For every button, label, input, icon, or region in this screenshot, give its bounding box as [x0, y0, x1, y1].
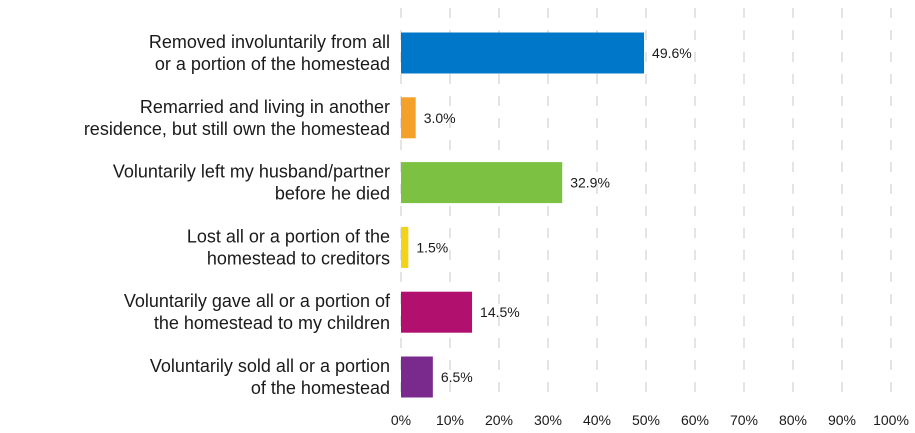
category-label-line: before he died — [275, 184, 390, 204]
data-label: 14.5% — [480, 304, 520, 320]
category-label: Voluntarily sold all or a portion of the … — [150, 356, 390, 398]
x-axis-ticks: 0% 10% 20% 30% 40% 50% 60% 70% 80% 90% 100% — [391, 412, 909, 428]
category-labels: Removed involuntarily from all or a porti… — [84, 32, 391, 398]
category-label-line: Removed involuntarily from all — [149, 32, 390, 52]
category-label-line: residence, but still own the homestead — [84, 119, 390, 139]
category-label: Voluntarily left my husband/partner befor… — [113, 162, 390, 204]
x-tick-label: 70% — [730, 412, 758, 428]
category-label-line: the homestead to my children — [154, 313, 390, 333]
category-label: Voluntarily gave all or a portion of the … — [124, 291, 391, 333]
data-label: 6.5% — [441, 369, 473, 385]
category-label: Lost all or a portion of the homestead to… — [187, 226, 390, 268]
bar — [401, 162, 563, 204]
x-tick-label: 10% — [436, 412, 464, 428]
data-label: 3.0% — [424, 110, 456, 126]
category-label-line: Lost all or a portion of the — [187, 226, 390, 246]
value-labels: 49.6% 3.0% 32.9% 1.5% 14.5% 6.5% — [416, 45, 691, 385]
category-label-line: homestead to creditors — [207, 248, 390, 268]
x-tick-label: 90% — [828, 412, 856, 428]
category-label: Removed involuntarily from all or a porti… — [149, 32, 390, 74]
x-tick-label: 0% — [391, 412, 411, 428]
category-label-line: of the homestead — [251, 378, 390, 398]
category-label-line: Voluntarily gave all or a portion of — [124, 291, 391, 311]
x-tick-label: 50% — [632, 412, 660, 428]
x-tick-label: 30% — [534, 412, 562, 428]
bar — [401, 291, 473, 333]
bar — [401, 32, 645, 74]
data-label: 32.9% — [570, 175, 610, 191]
category-label-line: Voluntarily left my husband/partner — [113, 162, 390, 182]
data-label: 1.5% — [416, 239, 448, 255]
x-tick-label: 40% — [583, 412, 611, 428]
x-tick-label: 60% — [681, 412, 709, 428]
bar — [401, 226, 409, 268]
category-label-line: Voluntarily sold all or a portion — [150, 356, 390, 376]
x-tick-label: 80% — [779, 412, 807, 428]
bar — [401, 97, 416, 139]
category-label-line: Remarried and living in another — [140, 97, 390, 117]
x-tick-label: 20% — [485, 412, 513, 428]
data-label: 49.6% — [652, 45, 692, 61]
bar — [401, 356, 433, 398]
bars — [401, 32, 645, 398]
category-label: Remarried and living in another residence… — [84, 97, 390, 139]
x-tick-label: 100% — [873, 412, 909, 428]
category-label-line: or a portion of the homestead — [155, 54, 390, 74]
